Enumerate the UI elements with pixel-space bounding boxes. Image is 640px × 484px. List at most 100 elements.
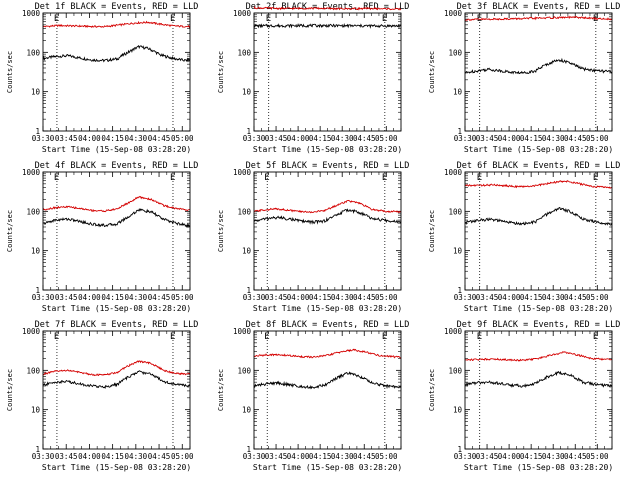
x-tick-label: 04:15 <box>520 293 543 302</box>
y-tick-label: 1 <box>246 127 251 136</box>
x-axis-label: Start Time (15-Sep-08 03:28:20) <box>42 145 191 154</box>
y-tick-label: 10 <box>453 406 463 415</box>
event-marker-label: E <box>593 332 598 342</box>
y-tick-label: 100 <box>237 48 251 57</box>
y-tick-label: 100 <box>26 207 40 216</box>
plot-frame <box>253 330 402 450</box>
event-marker-label: E <box>170 173 175 183</box>
x-tick-label: 03:30 <box>32 134 55 143</box>
x-tick-label: 03:30 <box>454 293 477 302</box>
event-marker-label: E <box>593 173 598 183</box>
x-tick-label: 04:30 <box>542 452 565 461</box>
x-axis-label: Start Time (15-Sep-08 03:28:20) <box>253 145 402 154</box>
event-marker-label: E <box>54 332 59 342</box>
x-tick-label: 05:00 <box>171 134 194 143</box>
series-line-lld <box>253 199 402 214</box>
y-axis-label: Counts/sec <box>217 210 225 252</box>
x-tick-label: 04:00 <box>287 134 310 143</box>
chart-title: Det 2f BLACK = Events, RED = LLD <box>246 2 410 12</box>
x-axis-label: Start Time (15-Sep-08 03:28:20) <box>253 304 402 313</box>
y-tick-label: 10 <box>242 88 252 97</box>
x-tick-label: 03:45 <box>55 293 78 302</box>
series-line-events <box>42 370 191 390</box>
x-tick-label: 04:15 <box>101 452 124 461</box>
y-tick-label: 100 <box>26 366 40 375</box>
x-tick-label: 04:30 <box>331 452 354 461</box>
x-tick-label: 05:00 <box>586 452 609 461</box>
series-line-lld <box>42 195 191 213</box>
chart-title: Det 6f BLACK = Events, RED = LLD <box>457 161 621 171</box>
chart-panel-6: Det 6f BLACK = Events, RED = LLD Counts/s… <box>428 161 620 313</box>
x-axis-label: Start Time (15-Sep-08 03:28:20) <box>253 463 402 472</box>
event-marker-label: E <box>54 14 59 24</box>
y-tick-label: 1 <box>35 286 40 295</box>
y-tick-label: 10 <box>31 406 41 415</box>
y-axis-label: Counts/sec <box>6 210 14 252</box>
plot-frame <box>42 171 191 291</box>
event-marker-label: E <box>170 14 175 24</box>
y-tick-label: 1 <box>246 286 251 295</box>
y-tick-label: 100 <box>448 366 462 375</box>
x-tick-label: 04:45 <box>148 452 171 461</box>
event-marker-label: E <box>266 14 271 24</box>
y-tick-label: 10 <box>242 406 252 415</box>
event-marker-label: E <box>54 173 59 183</box>
y-tick-label: 1000 <box>233 9 252 18</box>
x-tick-label: 04:30 <box>125 293 148 302</box>
series-line-lld <box>42 20 191 29</box>
x-tick-label: 05:00 <box>171 452 194 461</box>
y-tick-label: 100 <box>26 48 40 57</box>
y-tick-label: 1000 <box>22 327 41 336</box>
y-tick-label: 10 <box>453 88 463 97</box>
y-tick-label: 1 <box>457 445 462 454</box>
chart-title: Det 8f BLACK = Events, RED = LLD <box>246 320 410 330</box>
y-tick-label: 100 <box>448 48 462 57</box>
y-tick-label: 1000 <box>444 9 463 18</box>
x-tick-label: 03:30 <box>32 293 55 302</box>
x-tick-label: 03:45 <box>476 293 499 302</box>
series-line-lld <box>253 348 401 359</box>
event-marker-label: E <box>477 173 482 183</box>
plot-frame <box>464 330 613 450</box>
series-line-lld <box>253 6 402 11</box>
x-tick-label: 04:30 <box>125 134 148 143</box>
y-tick-label: 1 <box>35 445 40 454</box>
x-tick-label: 05:00 <box>586 134 609 143</box>
x-tick-label: 03:45 <box>55 452 78 461</box>
plot-frame <box>253 171 402 291</box>
series-line-events <box>464 370 613 389</box>
y-tick-label: 1000 <box>444 327 463 336</box>
series-line-events <box>42 45 191 63</box>
x-tick-label: 03:45 <box>265 452 288 461</box>
series-line-lld <box>42 360 191 377</box>
series-line-lld <box>464 15 613 21</box>
chart-title: Det 9f BLACK = Events, RED = LLD <box>457 320 621 330</box>
x-tick-label: 03:45 <box>55 134 78 143</box>
x-tick-label: 04:15 <box>309 293 332 302</box>
x-tick-label: 04:45 <box>353 134 376 143</box>
chart-panel-4: Det 4f BLACK = Events, RED = LLD Counts/s… <box>6 161 198 313</box>
x-tick-label: 03:30 <box>32 452 55 461</box>
x-tick-label: 03:45 <box>476 452 499 461</box>
x-tick-label: 04:45 <box>353 452 376 461</box>
y-tick-label: 1000 <box>22 9 41 18</box>
y-tick-label: 1 <box>246 445 251 454</box>
chart-panel-8: Det 8f BLACK = Events, RED = LLD Counts/s… <box>217 320 409 472</box>
x-tick-label: 04:45 <box>353 293 376 302</box>
plot-frame <box>42 12 191 132</box>
x-tick-label: 04:00 <box>78 452 101 461</box>
x-tick-label: 04:15 <box>101 134 124 143</box>
series-line-events <box>253 371 402 390</box>
y-tick-label: 10 <box>31 88 41 97</box>
chart-title: Det 5f BLACK = Events, RED = LLD <box>246 161 410 171</box>
y-tick-label: 1000 <box>233 168 252 177</box>
y-tick-label: 100 <box>237 207 251 216</box>
series-line-lld <box>464 179 613 189</box>
x-tick-label: 04:45 <box>564 293 587 302</box>
y-tick-label: 100 <box>237 366 251 375</box>
chart-panel-9: Det 9f BLACK = Events, RED = LLD Counts/s… <box>428 320 620 472</box>
y-tick-label: 10 <box>242 247 252 256</box>
x-tick-label: 04:15 <box>101 293 124 302</box>
